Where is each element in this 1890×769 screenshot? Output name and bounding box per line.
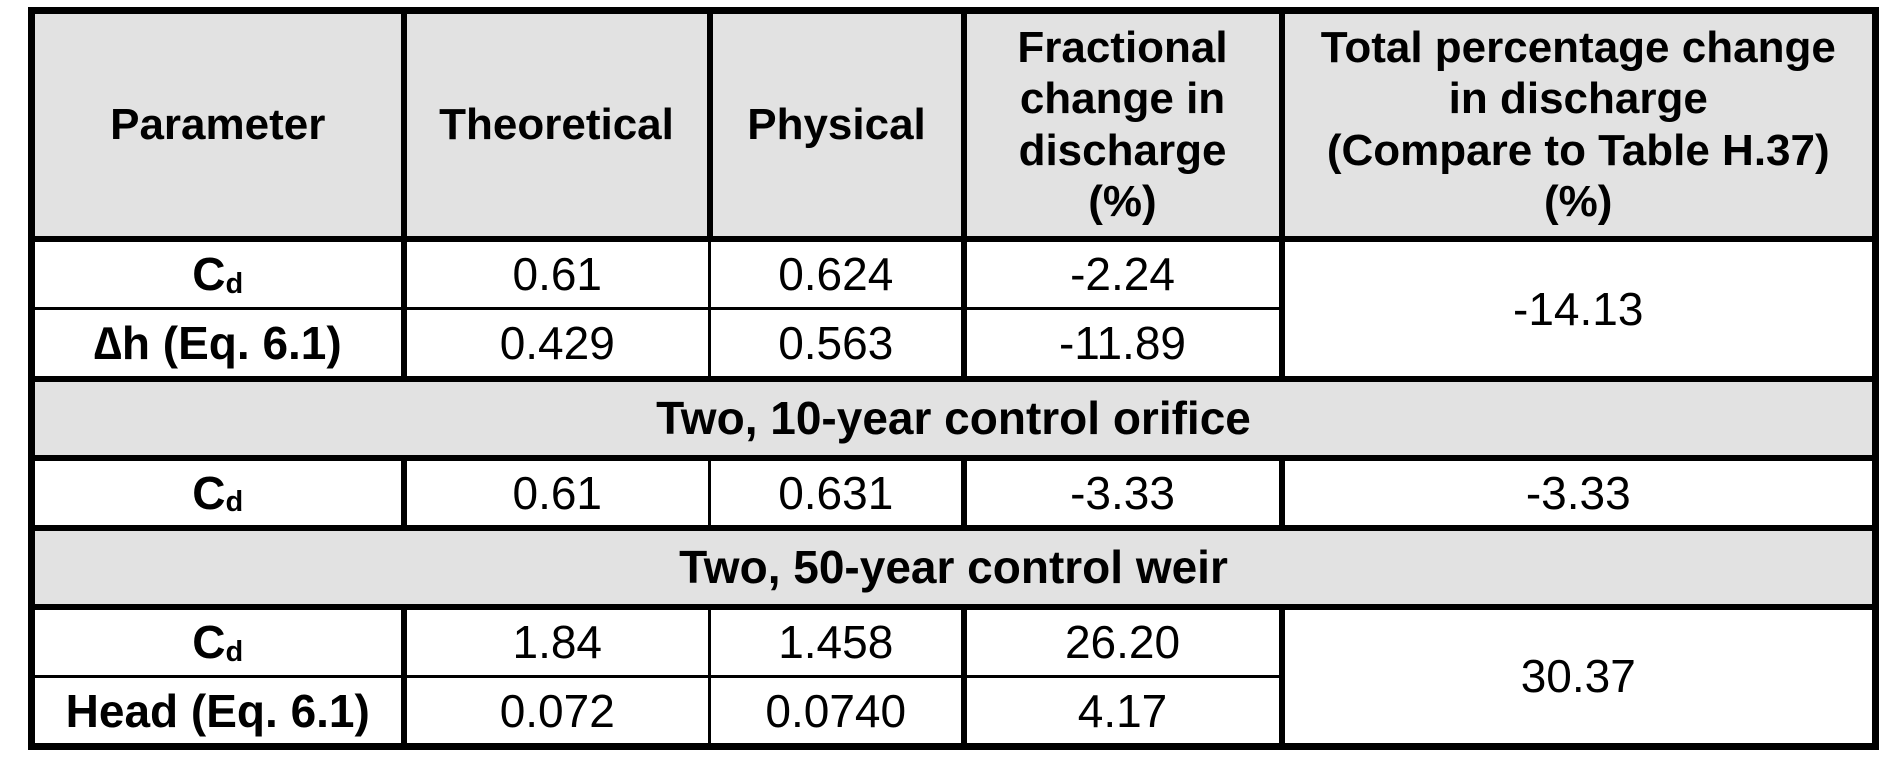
table-row-head: Head (Eq. 6.1) 0.072 0.0740 4.17 (31, 675, 1876, 750)
header-total-percentage-change: Total percentage change in discharge (Co… (1278, 7, 1879, 242)
cell-fractional-change: -2.24 (963, 235, 1285, 310)
table-header-row: Parameter Theoretical Physical Fractiona… (28, 7, 1879, 242)
cell-parameter-cd: Cd (31, 235, 407, 310)
section-row-10yr-orifice: Two, 10-year control orifice (31, 375, 1876, 461)
cell-parameter-cd: Cd (31, 603, 407, 678)
section-row-50yr-weir: Two, 50-year control weir (31, 524, 1876, 610)
table-row-cd-10yr-orifice: Cd 0.61 0.631 -3.33 -3.33 (31, 454, 1876, 531)
table-row-cd-50yr-orifice: Cd 0.61 0.624 -2.24 -14.13 (31, 235, 1876, 380)
table-row-cd-50yr-weir: Cd 1.84 1.458 26.20 30.37 (31, 603, 1876, 748)
cd-symbol: C (192, 248, 226, 301)
cell-physical: 0.563 (709, 307, 967, 382)
cell-fractional-change: -11.89 (963, 307, 1285, 382)
cd-symbol: C (192, 466, 226, 519)
cell-fractional-change: 26.20 (963, 603, 1285, 678)
section-title-50yr-weir: Two, 50-year control weir (31, 524, 1876, 610)
header-fractional-change: Fractional change in discharge (%) (960, 7, 1285, 242)
cell-total-change-group2: -3.33 (1281, 454, 1876, 531)
cd-subscript: d (225, 267, 244, 300)
cell-theoretical: 1.84 (403, 603, 711, 678)
cell-physical: 0.631 (709, 454, 967, 531)
cd-symbol: C (192, 616, 226, 669)
section-title-10yr-orifice: Two, 10-year control orifice (31, 375, 1876, 461)
cell-physical: 1.458 (709, 603, 967, 678)
header-parameter: Parameter (28, 7, 407, 242)
page: Parameter Theoretical Physical Fractiona… (28, 7, 1879, 750)
cell-theoretical: 0.072 (403, 675, 711, 750)
cell-total-change-group3: 30.37 (1281, 603, 1876, 748)
header-theoretical: Theoretical (400, 7, 713, 242)
cell-theoretical: 0.61 (403, 454, 711, 531)
cd-subscript: d (225, 485, 244, 518)
cell-physical: 0.0740 (709, 675, 967, 750)
cell-physical: 0.624 (709, 235, 967, 310)
cell-parameter-dh: ∆h (Eq. 6.1) (31, 307, 407, 382)
cell-theoretical: 0.61 (403, 235, 711, 310)
cell-theoretical: 0.429 (403, 307, 711, 382)
cell-parameter-cd: Cd (31, 454, 407, 531)
discharge-comparison-table: Parameter Theoretical Physical Fractiona… (28, 7, 1879, 750)
header-physical: Physical (706, 7, 967, 242)
cd-subscript: d (225, 635, 244, 668)
cell-fractional-change: -3.33 (963, 454, 1285, 531)
cell-total-change-group1: -14.13 (1281, 235, 1876, 380)
cell-parameter-head: Head (Eq. 6.1) (31, 675, 407, 750)
cell-fractional-change: 4.17 (963, 675, 1285, 750)
table-row-dh: ∆h (Eq. 6.1) 0.429 0.563 -11.89 (31, 307, 1876, 382)
